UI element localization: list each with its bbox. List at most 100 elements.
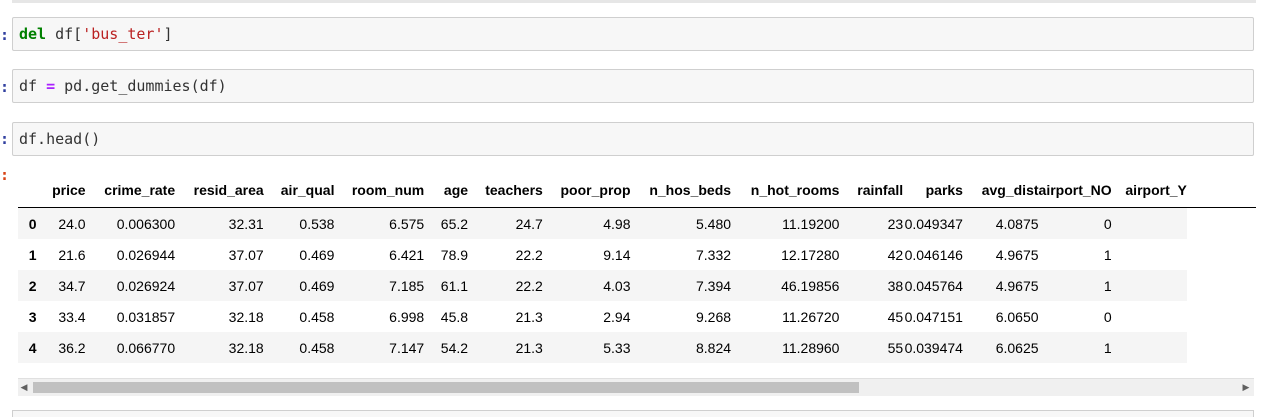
- row-index: 2: [28, 277, 37, 294]
- table-cell: 6.575: [389, 215, 425, 232]
- table-cell: 7.394: [696, 277, 732, 294]
- table-cell: 38: [887, 277, 904, 294]
- table-cell: 0.066770: [116, 339, 176, 356]
- table-row: 0 24.0 0.006300 32.31 0.538 6.575 65.2 24.7 4.98…: [18, 207, 1256, 239]
- code-cell-head[interactable]: df.head(): [12, 122, 1254, 156]
- table-cell: 7.147: [389, 339, 425, 356]
- column-header: price: [52, 182, 86, 198]
- table-cell: [1112, 301, 1187, 332]
- column-header: rainfall: [857, 182, 904, 198]
- table-cell: 0: [1103, 215, 1112, 232]
- table-header-row: price crime_rate resid_area air_qual room_nu…: [18, 173, 1256, 208]
- table-cell: 32.18: [228, 308, 264, 325]
- table-cell: 0.006300: [116, 215, 176, 232]
- table-cell: 24.0: [58, 215, 86, 232]
- table-cell: 0: [1103, 308, 1112, 325]
- table-cell: 32.18: [228, 339, 264, 356]
- table-cell: 4.98: [603, 215, 631, 232]
- table-cell: 42: [887, 246, 904, 263]
- table-cell: 2.94: [603, 308, 631, 325]
- table-cell: 37.07: [228, 246, 264, 263]
- table-cell: 4.9675: [995, 246, 1039, 263]
- table-cell: 0.039474: [904, 339, 963, 356]
- column-header: n_hos_beds: [649, 182, 732, 198]
- row-index: 0: [28, 215, 37, 232]
- table-cell: 11.28960: [782, 339, 840, 356]
- table-cell: 21.3: [515, 308, 543, 325]
- scroll-right-icon[interactable]: ▶: [1242, 382, 1250, 392]
- dataframe-output: price crime_rate resid_area air_qual room_nu…: [18, 173, 1256, 373]
- column-header: teachers: [485, 182, 543, 198]
- column-header: airport_NO: [1038, 182, 1112, 198]
- table-cell: 22.2: [515, 246, 543, 263]
- table-cell: 24.7: [515, 215, 543, 232]
- table-cell: 37.07: [228, 277, 264, 294]
- table-cell: 12.17280: [781, 246, 840, 263]
- table-cell: 0.049347: [904, 215, 963, 232]
- table-cell: 8.824: [696, 339, 732, 356]
- code-line[interactable]: df = pd.get_dummies(df): [19, 77, 227, 95]
- table-cell: 61.1: [440, 277, 469, 294]
- code-line[interactable]: df.head(): [19, 130, 100, 148]
- table-cell: 33.4: [58, 308, 86, 325]
- table-cell: 23: [887, 215, 904, 232]
- table-cell: 78.9: [440, 246, 469, 263]
- table-cell: 4.03: [603, 277, 631, 294]
- table-cell: 11.26720: [782, 308, 840, 325]
- table-cell: 34.7: [58, 277, 86, 294]
- code-cell-del[interactable]: del df['bus_ter']: [12, 17, 1254, 51]
- table-cell: 45: [887, 308, 904, 325]
- table-cell: 5.33: [603, 339, 631, 356]
- index-header: [18, 173, 37, 208]
- column-header: airport_Y: [1125, 182, 1187, 198]
- column-header: resid_area: [193, 182, 264, 198]
- table-cell: 22.2: [515, 277, 543, 294]
- horizontal-scrollbar[interactable]: ◀ ▶: [18, 378, 1254, 396]
- column-header: n_hot_rooms: [750, 182, 840, 198]
- code-token: 'bus_ter': [82, 25, 164, 43]
- previous-cell-edge: [12, 0, 1256, 3]
- table-cell: 21.3: [515, 339, 543, 356]
- table-cell: 32.31: [228, 215, 264, 232]
- table-cell: 5.480: [696, 215, 732, 232]
- table-cell: 1: [1103, 277, 1112, 294]
- table-cell: [1112, 239, 1187, 270]
- table-cell: 1: [1103, 246, 1112, 263]
- table-cell: 0.046146: [904, 246, 963, 263]
- code-token: df[: [46, 25, 83, 43]
- table-cell: 4.0875: [995, 215, 1039, 232]
- scrollbar-thumb[interactable]: [33, 382, 859, 393]
- code-cell-get-dummies[interactable]: df = pd.get_dummies(df): [12, 69, 1254, 103]
- row-index: 3: [28, 308, 37, 325]
- table-cell: 6.998: [389, 308, 425, 325]
- code-line[interactable]: del df['bus_ter']: [19, 25, 173, 43]
- table-cell: 65.2: [440, 215, 469, 232]
- table-cell: 46.19856: [781, 277, 840, 294]
- table-cell: 6.421: [389, 246, 425, 263]
- table-cell: 4.9675: [995, 277, 1039, 294]
- table-cell: 0.469: [299, 246, 335, 263]
- table-row: 2 34.7 0.026924 37.07 0.469 7.185 61.1 22.2 4.03…: [18, 270, 1256, 301]
- code-token: pd.get_dummies(df): [55, 77, 227, 95]
- scroll-left-icon[interactable]: ◀: [20, 382, 28, 392]
- column-header: crime_rate: [104, 182, 176, 198]
- output-prompt: :: [0, 166, 10, 184]
- table-cell: 9.14: [603, 246, 631, 263]
- table-cell: 7.185: [389, 277, 425, 294]
- code-token: df: [19, 77, 47, 95]
- row-index: 4: [28, 339, 37, 356]
- table-cell: 0.047151: [904, 308, 963, 325]
- cell-prompt: :: [0, 130, 10, 148]
- table-row: 3 33.4 0.031857 32.18 0.458 6.998 45.8 21.3 2.94…: [18, 301, 1256, 332]
- table-cell: 0.045764: [904, 277, 963, 294]
- column-header: age: [443, 182, 469, 198]
- table-cell: 11.19200: [782, 215, 840, 232]
- table-cell: [1112, 270, 1187, 301]
- column-header: room_num: [351, 182, 425, 198]
- dataframe-table: price crime_rate resid_area air_qual room_nu…: [18, 173, 1256, 363]
- next-cell-edge: [12, 410, 1254, 417]
- table-cell: 7.332: [696, 246, 732, 263]
- cell-prompt: :: [0, 78, 10, 96]
- table-cell: 36.2: [58, 339, 86, 356]
- code-token: del: [19, 25, 47, 43]
